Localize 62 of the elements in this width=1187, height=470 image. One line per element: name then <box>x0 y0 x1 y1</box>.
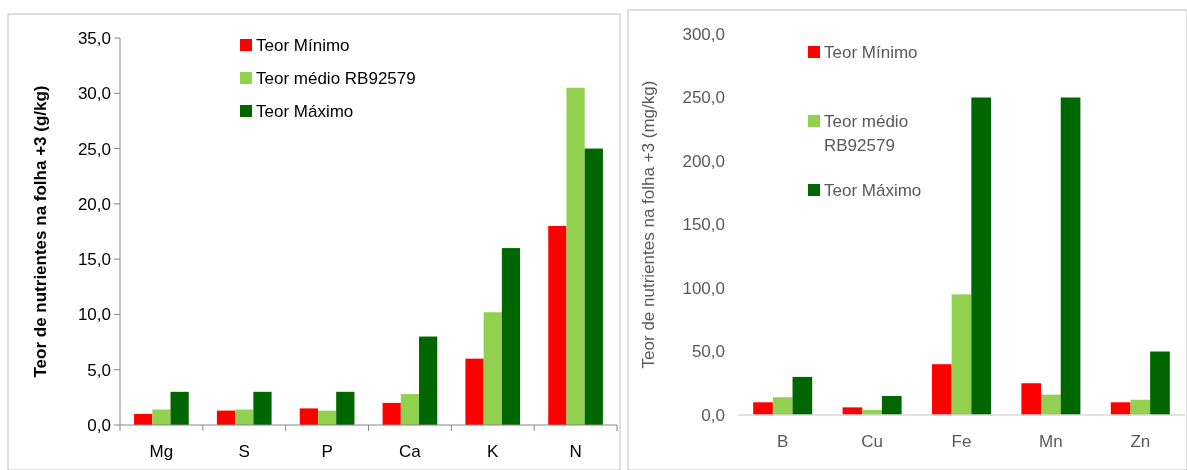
bar <box>792 376 813 415</box>
bar <box>1110 402 1131 415</box>
bar <box>465 358 484 425</box>
x-tick-label: Fe <box>951 432 972 451</box>
bar <box>1041 394 1061 415</box>
bar <box>584 148 603 425</box>
y-tick-label: 300,0 <box>682 24 725 44</box>
x-tick-label: P <box>321 442 333 461</box>
bar <box>336 391 355 425</box>
bar <box>881 395 902 415</box>
bar <box>548 225 567 425</box>
bar <box>170 391 189 425</box>
bar <box>1150 351 1170 415</box>
bar <box>483 312 502 425</box>
y-tick-label: 0,0 <box>87 415 111 435</box>
bar <box>382 402 401 425</box>
y-tick-label: 35,0 <box>77 28 111 48</box>
y-axis-title: Teor de nutrientes na folha +3 (mg/kg) <box>638 80 658 369</box>
x-tick-label: N <box>569 442 582 461</box>
x-tick-label: Mg <box>149 442 174 461</box>
bar <box>1021 383 1042 415</box>
bar <box>932 364 952 415</box>
y-tick-label: 10,0 <box>77 305 111 325</box>
y-tick-label: 50,0 <box>691 342 725 362</box>
x-tick-label: Cu <box>861 432 883 451</box>
x-tick-label: Zn <box>1130 432 1151 451</box>
bar <box>1060 97 1081 415</box>
bar <box>299 408 318 425</box>
legend-label: Teor médio RB92579 <box>256 68 416 88</box>
y-tick-label: 20,0 <box>77 194 111 214</box>
y-tick-label: 150,0 <box>682 215 725 235</box>
legend-label: Teor Mínimo <box>256 35 350 55</box>
x-tick-label: B <box>777 432 789 451</box>
y-tick-label: 30,0 <box>77 84 111 104</box>
bar <box>772 397 793 415</box>
y-tick-label: 15,0 <box>77 250 111 270</box>
bar <box>152 409 171 425</box>
bar <box>253 391 272 425</box>
bar <box>1130 399 1151 415</box>
legend-label: Teor médio RB92579 <box>824 111 909 155</box>
y-tick-label: 100,0 <box>682 278 725 298</box>
y-tick-label: 25,0 <box>77 139 111 159</box>
bar <box>501 248 521 425</box>
bar <box>753 402 773 415</box>
y-tick-label: 5,0 <box>87 360 111 380</box>
x-tick-label: K <box>487 442 500 461</box>
bar <box>951 294 972 415</box>
legend-label: Teor Máximo <box>256 101 354 121</box>
legend-label: Teor Máximo <box>824 180 922 200</box>
bar <box>400 394 420 425</box>
x-tick-label: Ca <box>399 442 422 461</box>
bar <box>419 336 438 425</box>
legend-label: Teor Mínimo <box>824 42 918 62</box>
bar <box>134 413 153 425</box>
y-tick-label: 0,0 <box>701 405 725 425</box>
y-tick-label: 200,0 <box>682 151 725 171</box>
y-tick-label: 250,0 <box>682 88 725 108</box>
bar <box>566 87 585 425</box>
y-axis-title: Teor de nutrientes na folha +3 (g/kg) <box>30 85 50 378</box>
x-tick-label: Mn <box>1039 432 1063 451</box>
bar <box>971 97 991 415</box>
x-tick-label: S <box>238 442 250 461</box>
